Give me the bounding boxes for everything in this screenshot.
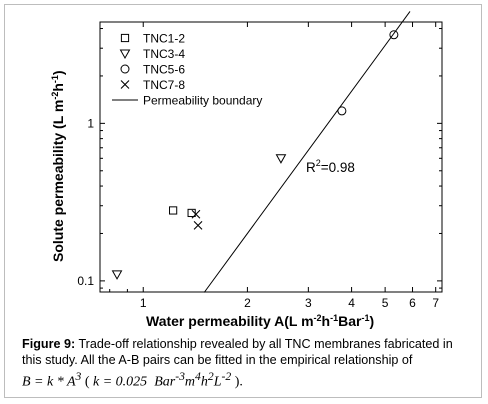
legend-marker-tnc3-4 xyxy=(119,49,131,60)
figure-caption: Figure 9: Trade-off relationship reveale… xyxy=(22,336,470,392)
figure-frame xyxy=(4,4,482,398)
legend-label: TNC7-8 xyxy=(143,78,185,92)
legend-label: TNC3-4 xyxy=(143,47,185,61)
legend-label: Permeability boundary xyxy=(143,94,262,108)
point-tnc5-6 xyxy=(337,106,347,116)
x-axis-label: Water permeability A(L m-2h-1Bar-1) xyxy=(146,313,374,329)
y-axis-label: Solute permeability (L m-2h-1) xyxy=(50,70,66,262)
permeability-boundary-line xyxy=(203,11,411,293)
legend-marker-tnc7-8 xyxy=(120,80,130,89)
point-tnc5-6 xyxy=(389,30,399,40)
caption-formula: B = k * A3 ( k = 0.025 Bar-3m4h2L-2 ). xyxy=(22,370,243,390)
y-tick-label: 1 xyxy=(87,116,94,130)
legend-label: TNC5-6 xyxy=(143,63,185,77)
x-tick-label: 2 xyxy=(244,296,251,310)
y-tick-label: 0.1 xyxy=(77,274,94,288)
plot-area xyxy=(99,21,443,293)
x-tick-label: 1 xyxy=(140,296,147,310)
legend-label: TNC1-2 xyxy=(143,32,185,46)
x-tick-label: 6 xyxy=(409,296,416,310)
caption-label: Figure 9: xyxy=(22,337,76,351)
point-tnc3-4 xyxy=(111,270,123,280)
axis-ticks: 1 2 3 4 5 6 7 0.1 1 xyxy=(77,22,442,310)
point-tnc7-8 xyxy=(191,209,201,219)
data-marks xyxy=(111,11,411,293)
x-tick-label: 5 xyxy=(382,296,389,310)
legend-marker-tnc5-6 xyxy=(120,64,130,74)
point-tnc3-4 xyxy=(275,154,287,164)
x-tick-label: 3 xyxy=(305,296,312,310)
x-tick-label: 4 xyxy=(348,296,355,310)
legend-marker-tnc1-2 xyxy=(120,33,130,43)
x-tick-label: 7 xyxy=(432,296,439,310)
point-tnc1-2 xyxy=(169,206,178,215)
r2-annotation: R2=0.98 xyxy=(306,158,355,175)
caption-text: Trade-off relationship revealed by all T… xyxy=(22,337,453,367)
point-tnc7-8 xyxy=(193,221,203,230)
